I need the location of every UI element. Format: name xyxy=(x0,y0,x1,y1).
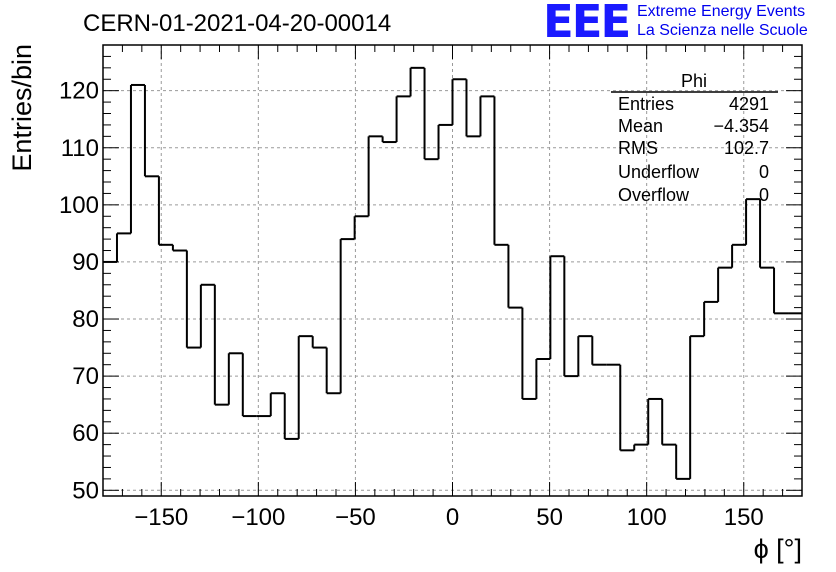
x-tick-label: 150 xyxy=(724,504,764,531)
y-tick-label: 120 xyxy=(59,78,99,105)
histogram-series xyxy=(103,66,802,480)
logo-subtitle-line2: La Scienza nelle Scuole xyxy=(637,22,808,39)
stats-value-entries: 4291 xyxy=(729,94,769,114)
plot-frame xyxy=(102,44,803,497)
stats-value-underflow: 0 xyxy=(759,162,769,182)
stats-title: Phi xyxy=(681,71,707,91)
x-tick-label: 50 xyxy=(536,504,563,531)
stats-label-entries: Entries xyxy=(618,94,674,114)
axis-ticks xyxy=(103,45,803,496)
logo-subtitle-line1: Extreme Energy Events xyxy=(637,3,806,20)
y-tick-label: 90 xyxy=(72,249,99,276)
stats-label-overflow: Overflow xyxy=(618,185,690,205)
y-tick-label: 100 xyxy=(59,192,99,219)
x-tick-label: 100 xyxy=(627,504,667,531)
y-tick-label: 80 xyxy=(72,306,99,333)
x-tick-label: −50 xyxy=(335,504,376,531)
stats-label-underflow: Underflow xyxy=(618,162,700,182)
y-axis-title: Entries/bin xyxy=(7,44,37,172)
stats-box: Phi Entries 4291 Mean −4.354 RMS 102.7 U… xyxy=(611,71,778,205)
y-tick-label: 60 xyxy=(72,420,99,447)
y-tick-label: 110 xyxy=(61,135,99,162)
y-tick-label: 70 xyxy=(72,363,99,390)
x-tick-label: −100 xyxy=(231,504,285,531)
x-axis-title: ϕ [°] xyxy=(754,534,802,564)
y-tick-label: 50 xyxy=(72,477,99,504)
run-title: CERN-01-2021-04-20-00014 xyxy=(83,10,392,37)
stats-value-mean: −4.354 xyxy=(713,116,769,136)
stats-value-rms: 102.7 xyxy=(724,138,769,158)
stats-label-rms: RMS xyxy=(618,138,658,158)
tick-labels: −150 −100 −50 0 50 100 150 50 60 70 80 90 100 110 120 xyxy=(59,78,764,531)
x-tick-label: −150 xyxy=(134,504,188,531)
stats-label-mean: Mean xyxy=(618,116,663,136)
x-tick-label: 0 xyxy=(446,504,459,531)
eee-logo: EEE xyxy=(543,0,631,48)
stats-value-overflow: 0 xyxy=(759,185,769,205)
